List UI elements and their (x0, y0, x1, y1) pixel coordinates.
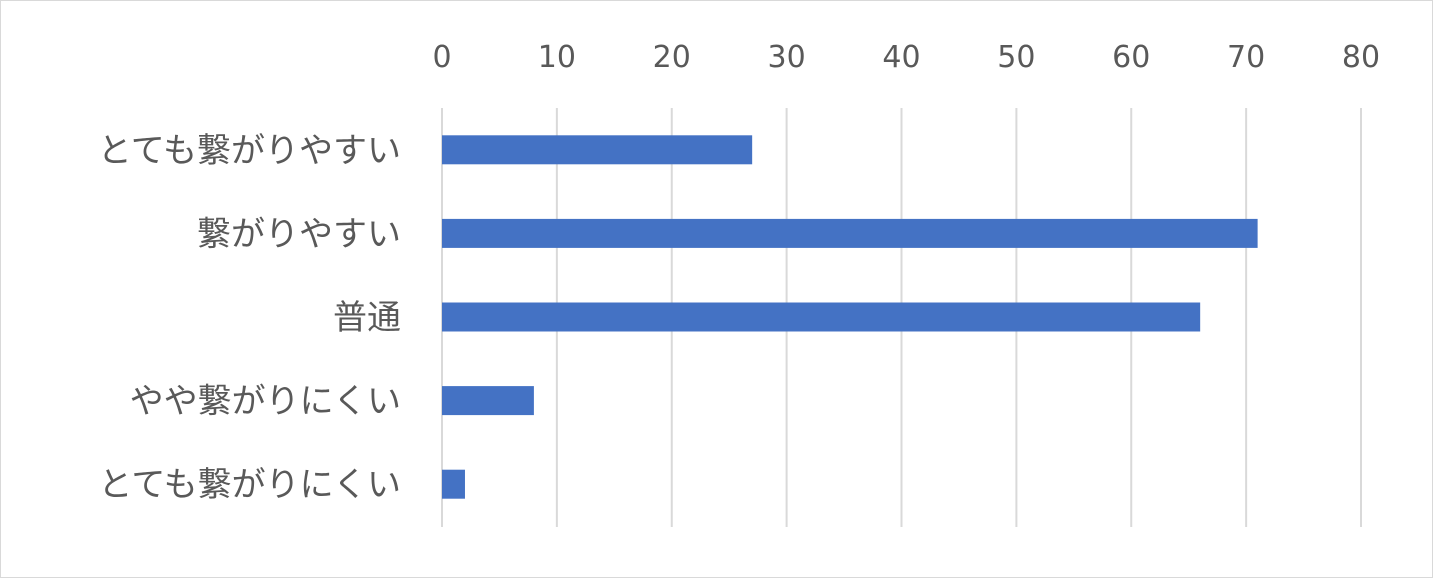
category-label: 普通 (333, 298, 401, 338)
bar (442, 218, 1258, 248)
bar (442, 135, 753, 165)
bar (442, 386, 534, 416)
x-axis-ticks: 0 10 20 30 40 50 60 70 80 (432, 40, 1380, 75)
x-tick-label: 0 (432, 40, 451, 75)
category-label: 繋がりやすい (197, 214, 401, 254)
x-tick-label: 40 (882, 40, 920, 75)
x-tick-label: 50 (997, 40, 1035, 75)
category-label: とても繋がりにくい (98, 465, 401, 505)
x-tick-label: 60 (1112, 40, 1150, 75)
x-tick-label: 10 (538, 40, 576, 75)
x-tick-label: 70 (1227, 40, 1265, 75)
category-label: とても繋がりやすい (98, 131, 401, 171)
x-tick-label: 30 (768, 40, 806, 75)
x-tick-label: 80 (1342, 40, 1380, 75)
bars (442, 135, 1258, 499)
category-label: やや繋がりにくい (130, 382, 401, 422)
x-tick-label: 20 (653, 40, 691, 75)
bar (442, 302, 1201, 332)
bar (442, 469, 465, 499)
